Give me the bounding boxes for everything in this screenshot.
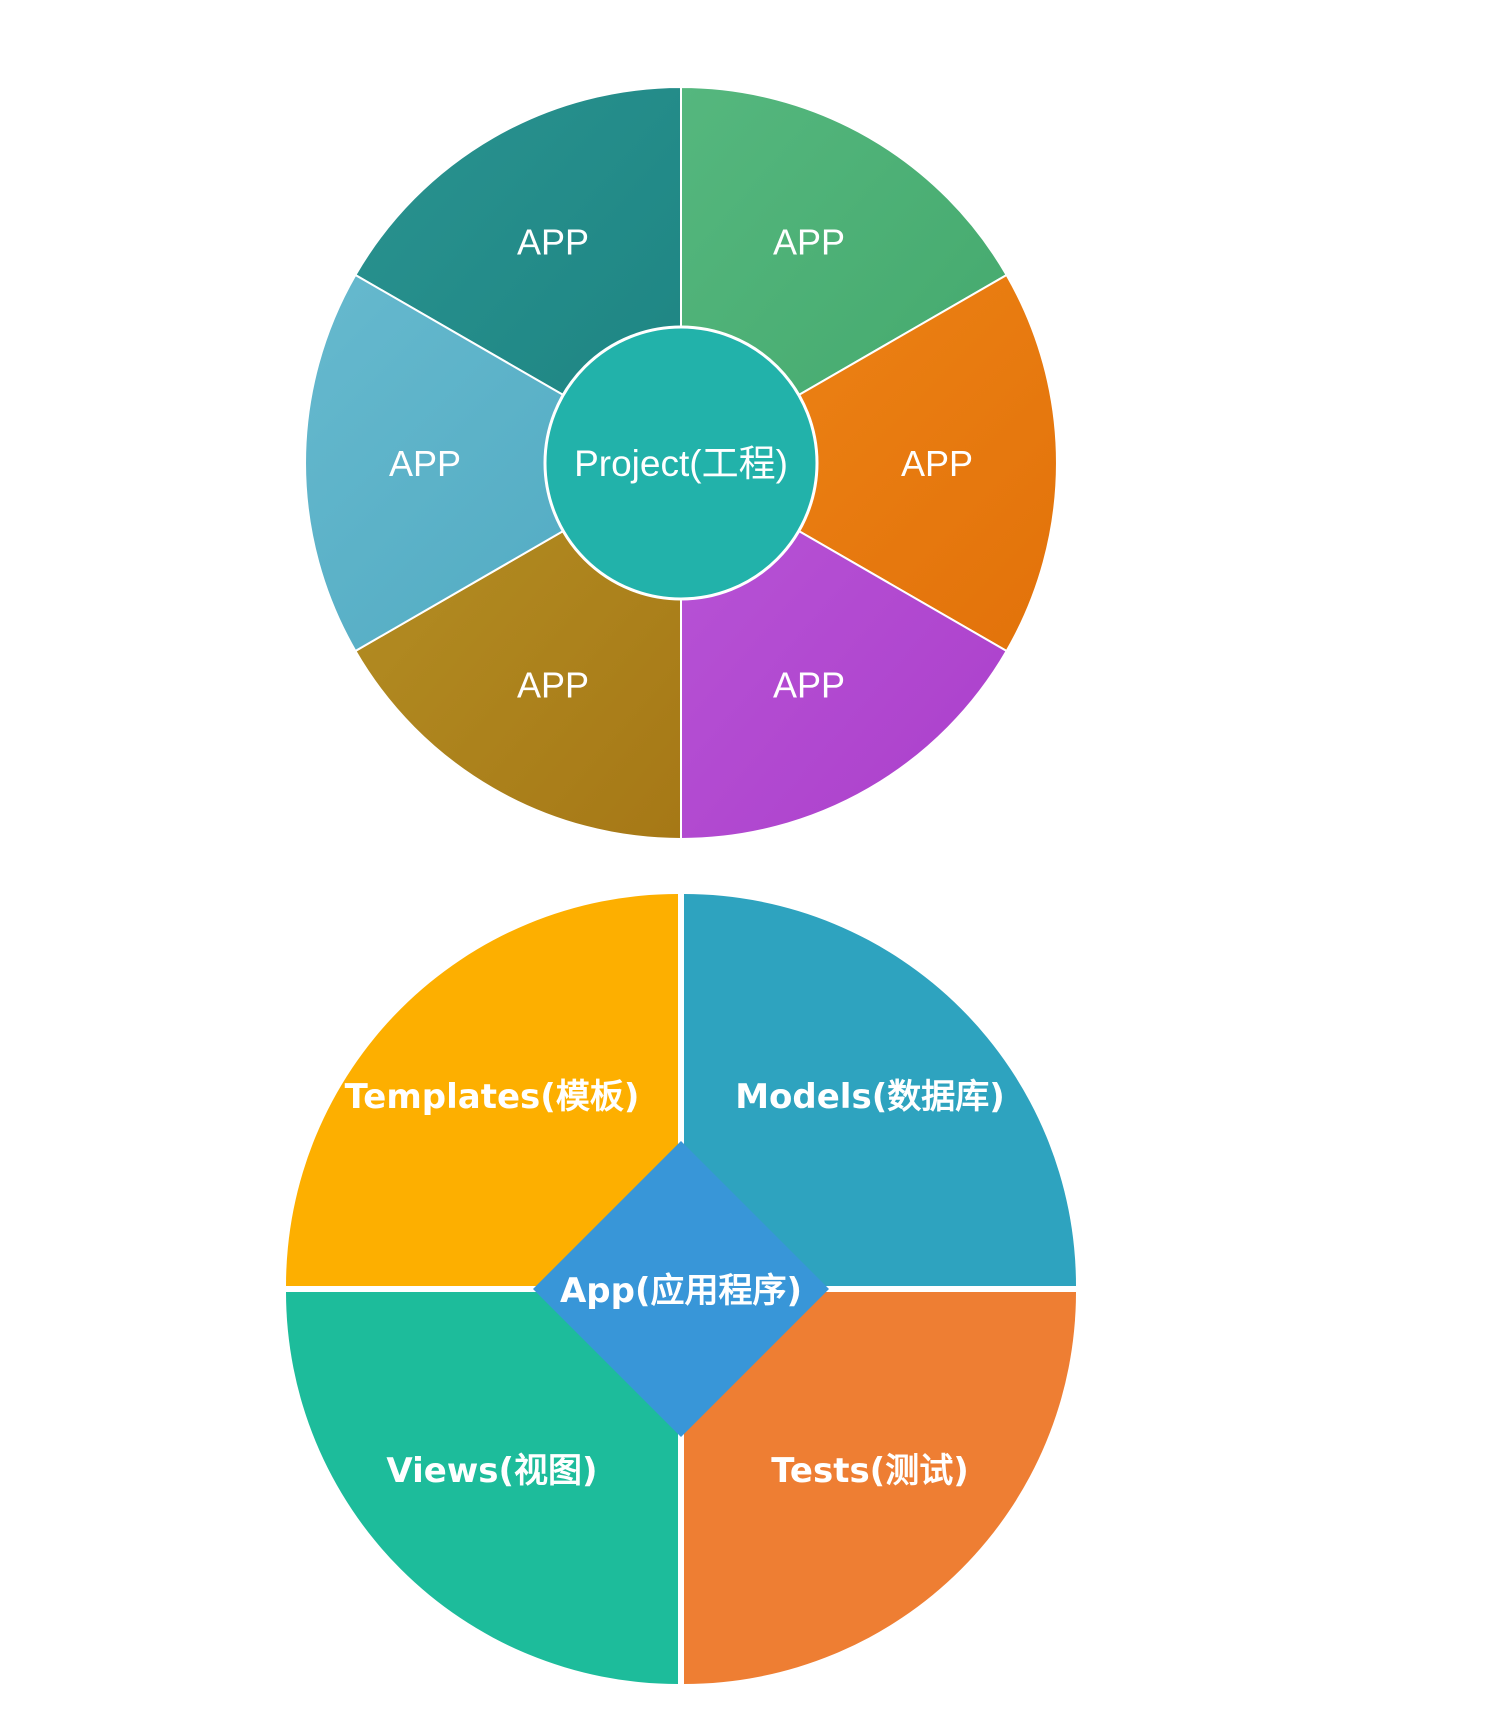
views-label: Views(视图) <box>386 1451 597 1491</box>
app-segment-right <box>679 273 1058 653</box>
app-hub-label: App(应用程序) <box>560 1271 802 1311</box>
tests-quadrant <box>684 1292 1076 1684</box>
app-segment-label-upper-right: APP <box>773 221 845 262</box>
app-segment-label-lower-right: APP <box>773 665 845 706</box>
project-wheel: APP APP APP APP APP APP Project(工程) <box>304 85 1058 841</box>
project-hub-label: Project(工程) <box>574 443 788 484</box>
app-segment-left <box>304 273 683 653</box>
app-segment-label-left: APP <box>389 443 461 484</box>
app-segment-label-upper-left: APP <box>517 221 589 262</box>
app-segment-label-right: APP <box>901 443 973 484</box>
app-wheel: Models(数据库) Tests(测试) Views(视图) Templates(模… <box>286 894 1076 1684</box>
templates-label: Templates(模板) <box>345 1077 640 1117</box>
models-label: Models(数据库) <box>735 1077 1005 1117</box>
templates-quadrant <box>286 894 678 1286</box>
project-hub <box>543 325 819 601</box>
models-quadrant <box>684 894 1076 1286</box>
app-hub-diamond <box>533 1141 829 1437</box>
tests-label: Tests(测试) <box>771 1451 969 1491</box>
app-segment-label-lower-left: APP <box>517 665 589 706</box>
views-quadrant <box>286 1292 678 1684</box>
